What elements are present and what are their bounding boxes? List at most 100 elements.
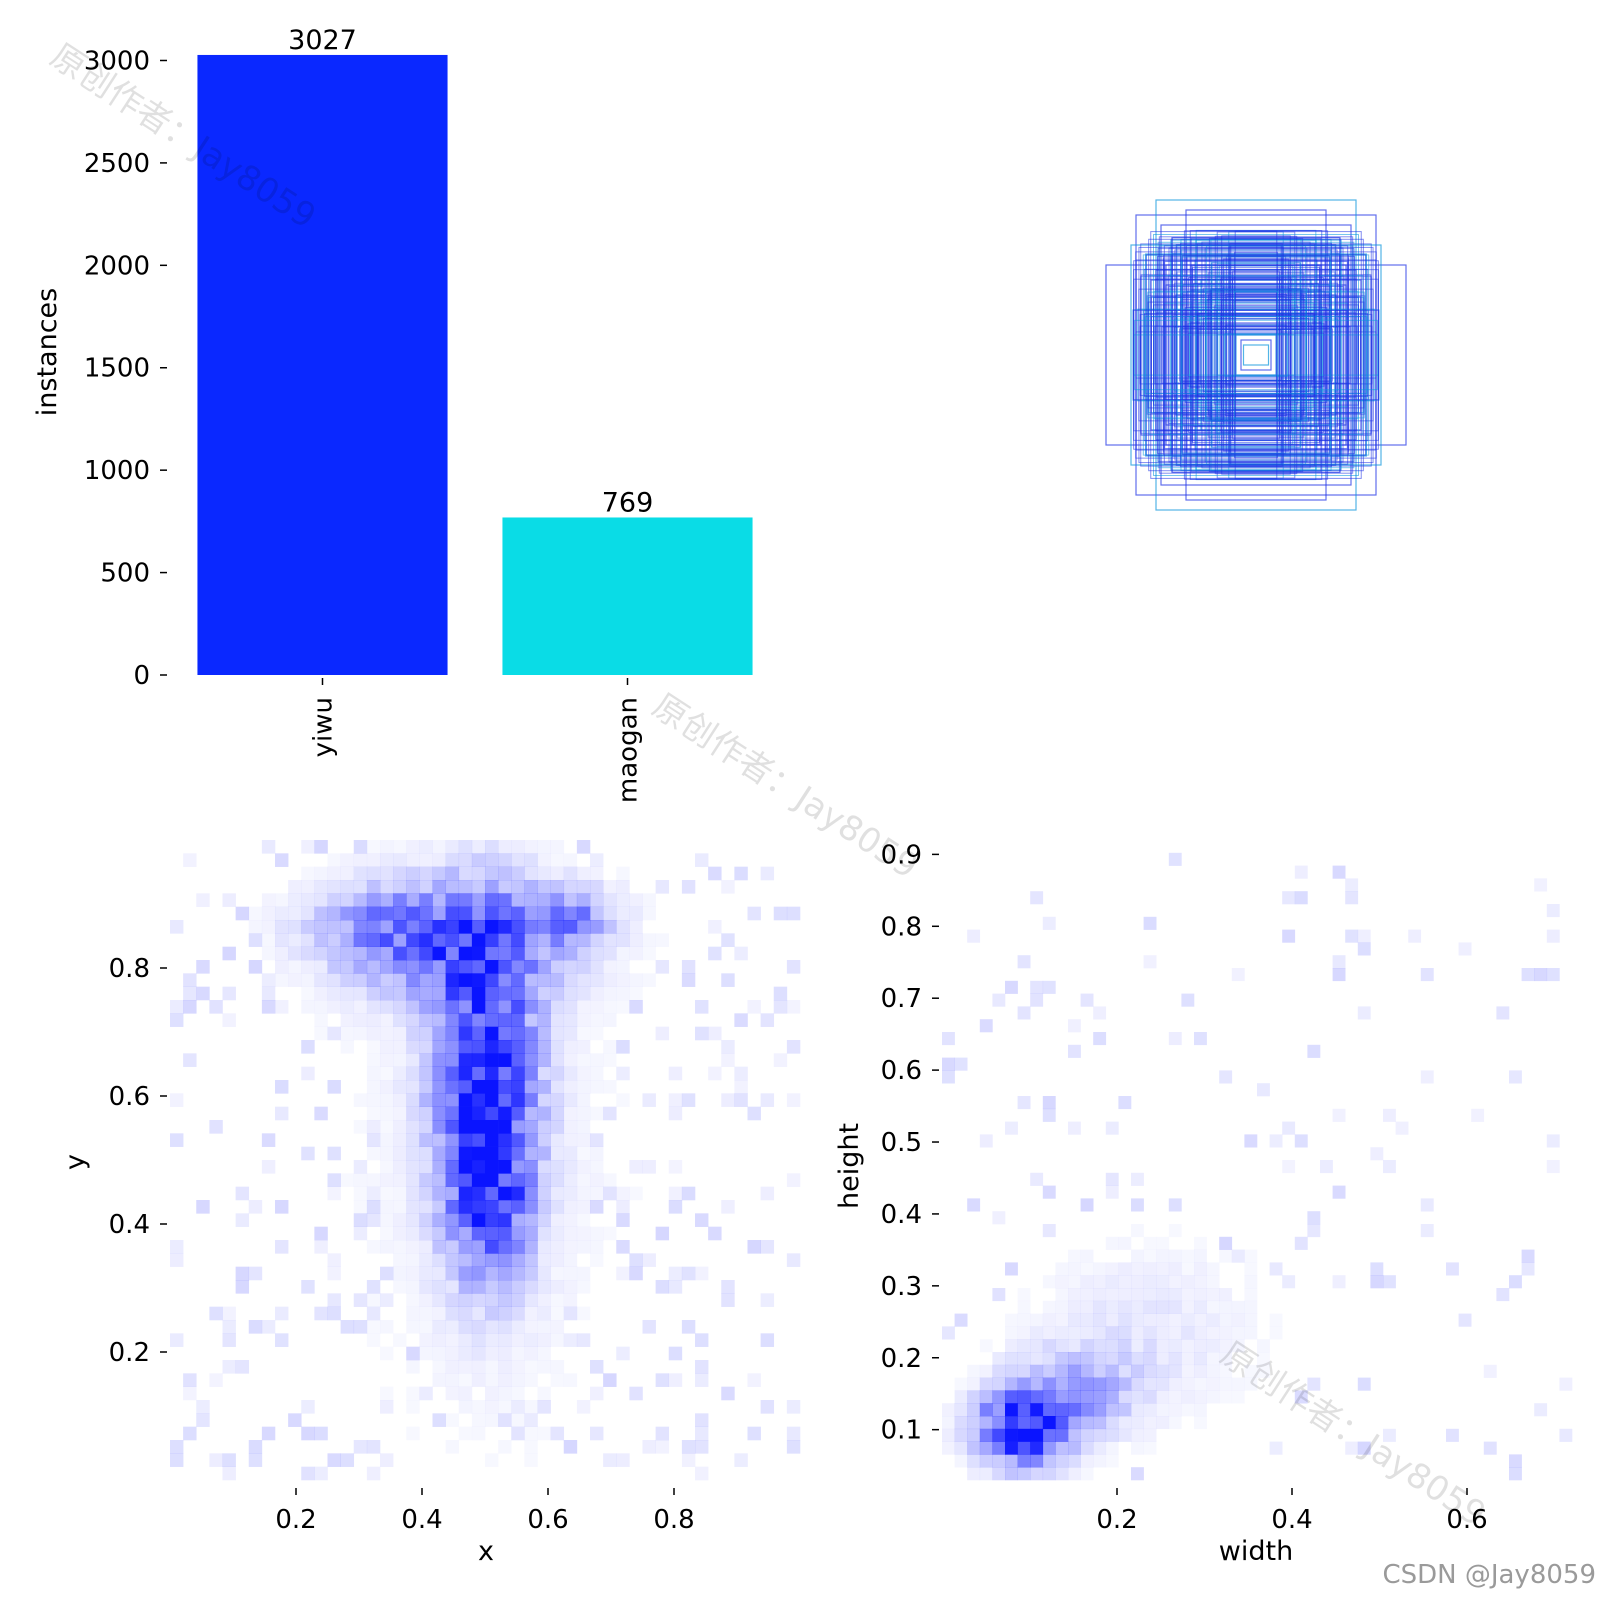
heatmap-cell bbox=[1294, 865, 1308, 879]
heatmap-cell bbox=[327, 960, 341, 974]
heatmap-cell bbox=[1005, 980, 1018, 994]
credit-text: CSDN @Jay8059 bbox=[1382, 1560, 1596, 1590]
heatmap-cell bbox=[209, 1373, 223, 1387]
heatmap-cell bbox=[1055, 1313, 1069, 1327]
heatmap-cell bbox=[340, 920, 355, 934]
heatmap-cell bbox=[1131, 1313, 1144, 1327]
heatmap-cell bbox=[380, 1120, 393, 1134]
heatmap-cell bbox=[485, 1413, 498, 1427]
heatmap-cell bbox=[235, 1186, 250, 1201]
heatmap-cell bbox=[537, 1013, 551, 1027]
heatmap-cell bbox=[301, 906, 315, 921]
heatmap-cell bbox=[1080, 1364, 1094, 1378]
heatmap-cell bbox=[406, 906, 420, 921]
heatmap-cell bbox=[1131, 1172, 1144, 1186]
heatmap-cell bbox=[354, 1187, 367, 1201]
heatmap-cell bbox=[734, 1093, 748, 1107]
heatmap-cell bbox=[380, 1266, 394, 1281]
heatmap-cell bbox=[485, 933, 499, 947]
heatmap-cell bbox=[550, 1226, 565, 1241]
heatmap-cell bbox=[524, 1160, 538, 1174]
heatmap-cell bbox=[353, 973, 368, 987]
heatmap-cell bbox=[366, 986, 381, 1001]
heatmap-cell bbox=[576, 973, 591, 987]
heatmap-cell bbox=[1105, 1121, 1119, 1135]
heatmap-cell bbox=[1244, 1288, 1257, 1301]
heatmap-cell bbox=[760, 1240, 775, 1254]
heatmap-cell bbox=[564, 1373, 577, 1387]
heatmap-cell bbox=[1093, 1300, 1107, 1314]
heatmap-cell bbox=[590, 1173, 604, 1187]
heatmap-cell bbox=[327, 1146, 341, 1161]
heatmap-cell bbox=[419, 880, 433, 894]
heatmap-cell bbox=[1206, 1326, 1220, 1340]
heatmap-cell bbox=[327, 1186, 341, 1201]
heatmap-cell bbox=[760, 1186, 775, 1201]
heatmap-cell bbox=[432, 866, 446, 881]
heatmap-cell bbox=[1068, 1403, 1081, 1417]
heatmap-cell bbox=[498, 1440, 511, 1454]
heatmap-cell bbox=[222, 1333, 236, 1347]
heatmap-cell bbox=[524, 1213, 538, 1227]
heatmap-cell bbox=[563, 1080, 578, 1094]
heatmap-cell bbox=[1420, 1224, 1434, 1238]
heatmap-cell bbox=[1168, 1300, 1182, 1314]
heatmap-cell bbox=[353, 986, 368, 1001]
heatmap-cell bbox=[1156, 1416, 1170, 1430]
heatmap-cell bbox=[432, 1013, 446, 1027]
wh-x-axis-ticks: 0.2 0.4 0.6 bbox=[1096, 1488, 1488, 1535]
heatmap-cell bbox=[301, 1426, 315, 1441]
heatmap-cell bbox=[471, 1293, 486, 1307]
heatmap-cell bbox=[1168, 1339, 1182, 1353]
heatmap-cell bbox=[498, 1000, 512, 1014]
heatmap-cell bbox=[445, 866, 460, 881]
heatmap-cell bbox=[537, 1253, 551, 1267]
heatmap-cell bbox=[406, 1346, 420, 1361]
heatmap-cell bbox=[1118, 1352, 1132, 1366]
heatmap-cell bbox=[563, 1440, 578, 1454]
heatmap-cell bbox=[1143, 1403, 1157, 1417]
heatmap-cell bbox=[955, 1378, 968, 1391]
heatmap-cell bbox=[183, 1426, 197, 1441]
heatmap-cell bbox=[511, 933, 525, 947]
heatmap-cell bbox=[577, 1147, 590, 1161]
heatmap-cell bbox=[1546, 904, 1560, 918]
heatmap-cell bbox=[1332, 1185, 1346, 1199]
heatmap-cell bbox=[432, 1346, 446, 1361]
heatmap-cell bbox=[590, 1426, 604, 1441]
heatmap-cell bbox=[170, 1453, 184, 1467]
heatmap-cell bbox=[992, 1403, 1006, 1417]
heatmap-cell bbox=[550, 906, 565, 921]
heatmap-cell bbox=[327, 986, 341, 1001]
heatmap-cell bbox=[537, 1120, 551, 1134]
heatmap-cell bbox=[537, 866, 551, 881]
heatmap-cell bbox=[616, 973, 630, 987]
heatmap-cell bbox=[366, 1306, 381, 1321]
heatmap-cell bbox=[367, 1053, 380, 1067]
heatmap-cell bbox=[550, 1160, 565, 1174]
heatmap-cell bbox=[419, 1293, 433, 1307]
heatmap-cell bbox=[642, 1320, 656, 1334]
heatmap-cell bbox=[432, 1053, 446, 1067]
heatmap-cell bbox=[537, 1026, 551, 1041]
heatmap-cell bbox=[563, 1133, 578, 1147]
heatmap-cell bbox=[353, 1320, 368, 1334]
heatmap-cell bbox=[458, 1013, 473, 1027]
heatmap-cell bbox=[275, 1240, 289, 1254]
heatmap-cell bbox=[485, 1053, 499, 1067]
heatmap-cell bbox=[1080, 1416, 1094, 1430]
heatmap-cell bbox=[485, 853, 499, 867]
heatmap-cell bbox=[511, 1333, 525, 1347]
heatmap-cell bbox=[1231, 1313, 1245, 1327]
heatmap-cell bbox=[1017, 1377, 1031, 1391]
heatmap-cell bbox=[419, 1000, 433, 1014]
x-tick-label: 0.2 bbox=[275, 1505, 316, 1535]
heatmap-cell bbox=[380, 840, 394, 854]
heatmap-cell bbox=[406, 840, 420, 854]
heatmap-cell bbox=[432, 1173, 446, 1187]
heatmap-cell bbox=[1420, 968, 1434, 982]
heatmap-cell bbox=[1156, 1237, 1169, 1250]
heatmap-cell bbox=[1030, 1313, 1044, 1327]
heatmap-cell bbox=[275, 906, 289, 921]
heatmap-cell bbox=[576, 986, 591, 1001]
